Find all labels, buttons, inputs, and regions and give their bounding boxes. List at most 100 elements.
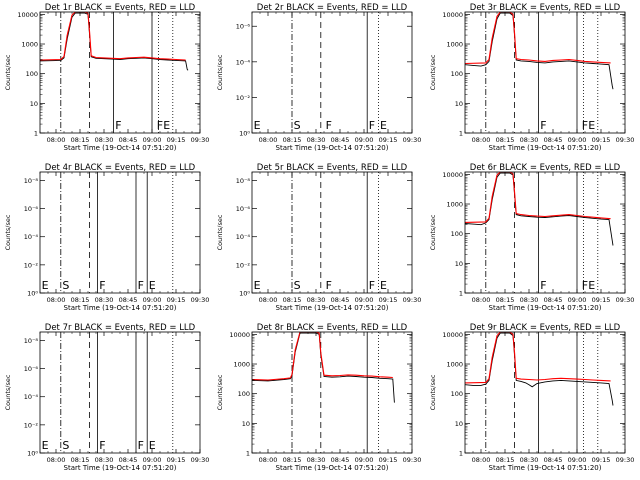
series-lld-line <box>465 12 611 65</box>
x-tick-label: 08:00 <box>47 456 66 464</box>
plot-frame <box>251 171 413 294</box>
y-tick-label: 10⁻⁸ <box>236 177 251 185</box>
segment-label: E <box>380 279 387 292</box>
plot-frame <box>39 11 201 134</box>
segment-label: E <box>149 439 156 452</box>
panel-title: Det 7r BLACK = Events, RED = LLD <box>45 323 196 333</box>
segment-label: F <box>326 119 332 132</box>
x-tick-label: 08:30 <box>307 456 326 464</box>
y-tick-label: 10⁰ <box>239 130 250 138</box>
x-tick-label: 08:15 <box>496 456 515 464</box>
x-tick-label: 09:30 <box>403 136 422 144</box>
panel-title: Det 1r BLACK = Events, RED = LLD <box>45 3 196 13</box>
y-tick-label: 10⁻² <box>24 421 39 429</box>
x-tick-label: 08:00 <box>472 456 491 464</box>
plot-frame <box>39 331 201 454</box>
y-tick-label: 1000 <box>233 361 250 369</box>
plot-frame <box>251 331 413 454</box>
x-tick-label: 09:30 <box>191 456 210 464</box>
x-tick-label: 08:00 <box>259 456 278 464</box>
x-tick-label: 09:15 <box>592 296 611 304</box>
x-axis-label: Start Time (19-Oct-14 07:51:20) <box>489 144 602 152</box>
x-tick-label: 08:15 <box>71 296 90 304</box>
x-tick-label: 08:00 <box>472 296 491 304</box>
y-tick-label: 10⁻⁸ <box>24 337 39 345</box>
x-tick-label: 08:00 <box>472 136 491 144</box>
y-tick-label: 1 <box>246 450 250 458</box>
x-tick-label: 09:00 <box>355 456 374 464</box>
x-tick-label: 09:15 <box>167 296 186 304</box>
x-tick-label: 09:15 <box>592 456 611 464</box>
segment-label: S <box>294 119 301 132</box>
x-tick-label: 09:00 <box>355 296 374 304</box>
x-tick-label: 09:30 <box>403 296 422 304</box>
y-tick-label: 1000 <box>21 41 38 49</box>
x-tick-label: 09:00 <box>568 456 587 464</box>
series-events-line <box>465 12 614 90</box>
y-tick-label: 10⁻² <box>24 261 39 269</box>
segment-label: F <box>326 279 332 292</box>
segment-label: E <box>163 119 170 132</box>
y-tick-label: 10 <box>30 100 38 108</box>
y-axis-label: Counts/sec <box>4 374 12 410</box>
segment-label: F <box>138 439 144 452</box>
x-tick-label: 08:15 <box>71 456 90 464</box>
y-axis-label: Counts/sec <box>216 214 224 250</box>
y-tick-label: 10⁰ <box>27 450 38 458</box>
panel-title: Det 2r BLACK = Events, RED = LLD <box>257 3 408 13</box>
y-axis-label: Counts/sec <box>429 54 437 90</box>
segment-label: S <box>294 279 301 292</box>
y-axis-label: Counts/sec <box>4 54 12 90</box>
y-tick-label: 10000 <box>442 11 463 19</box>
series-lld-line <box>465 172 611 223</box>
x-tick-label: 08:45 <box>544 136 563 144</box>
x-axis-label: Start Time (19-Oct-14 07:51:20) <box>276 144 389 152</box>
x-tick-label: 09:00 <box>568 136 587 144</box>
panel-title: Det 6r BLACK = Events, RED = LLD <box>470 163 621 173</box>
x-tick-label: 08:45 <box>331 456 350 464</box>
x-tick-label: 08:00 <box>259 296 278 304</box>
segment-label: E <box>588 279 595 292</box>
x-tick-label: 08:30 <box>520 136 539 144</box>
y-tick-label: 10⁻⁴ <box>24 393 39 401</box>
panel-title: Det 3r BLACK = Events, RED = LLD <box>470 3 621 13</box>
segment-label: F <box>157 119 163 132</box>
y-tick-label: 10⁻⁶ <box>24 205 39 213</box>
x-tick-label: 09:00 <box>355 136 374 144</box>
x-tick-label: 08:30 <box>520 456 539 464</box>
y-tick-label: 10⁻⁴ <box>236 233 251 241</box>
x-tick-label: 08:15 <box>496 296 515 304</box>
panel-title: Det 8r BLACK = Events, RED = LLD <box>257 323 408 333</box>
y-tick-label: 100 <box>451 70 463 78</box>
y-tick-label: 10 <box>242 420 250 428</box>
y-tick-label: 1 <box>34 130 38 138</box>
segment-label: F <box>115 119 121 132</box>
x-tick-label: 08:30 <box>307 136 326 144</box>
segment-label: F <box>369 279 375 292</box>
x-tick-label: 08:45 <box>544 296 563 304</box>
x-tick-label: 08:30 <box>307 296 326 304</box>
segment-label: F <box>582 119 588 132</box>
segment-label: E <box>380 119 387 132</box>
segment-label: E <box>149 279 156 292</box>
y-tick-label: 10⁻² <box>236 94 251 102</box>
x-tick-label: 08:15 <box>496 136 515 144</box>
y-tick-label: 10000 <box>442 171 463 179</box>
x-tick-label: 09:15 <box>379 456 398 464</box>
panel-det-8r: Det 8r BLACK = Events, RED = LLD 1 10 100 10… <box>216 323 421 472</box>
x-tick-label: 09:30 <box>616 296 635 304</box>
x-tick-label: 08:45 <box>119 456 138 464</box>
y-tick-label: 1 <box>459 450 463 458</box>
x-tick-label: 09:00 <box>143 456 162 464</box>
y-axis-label: Counts/sec <box>429 374 437 410</box>
x-tick-label: 09:15 <box>167 456 186 464</box>
x-tick-label: 08:30 <box>95 136 114 144</box>
y-tick-label: 100 <box>238 390 250 398</box>
plot-frame <box>39 171 201 294</box>
x-tick-label: 09:30 <box>616 456 635 464</box>
series-events-line <box>465 332 614 406</box>
